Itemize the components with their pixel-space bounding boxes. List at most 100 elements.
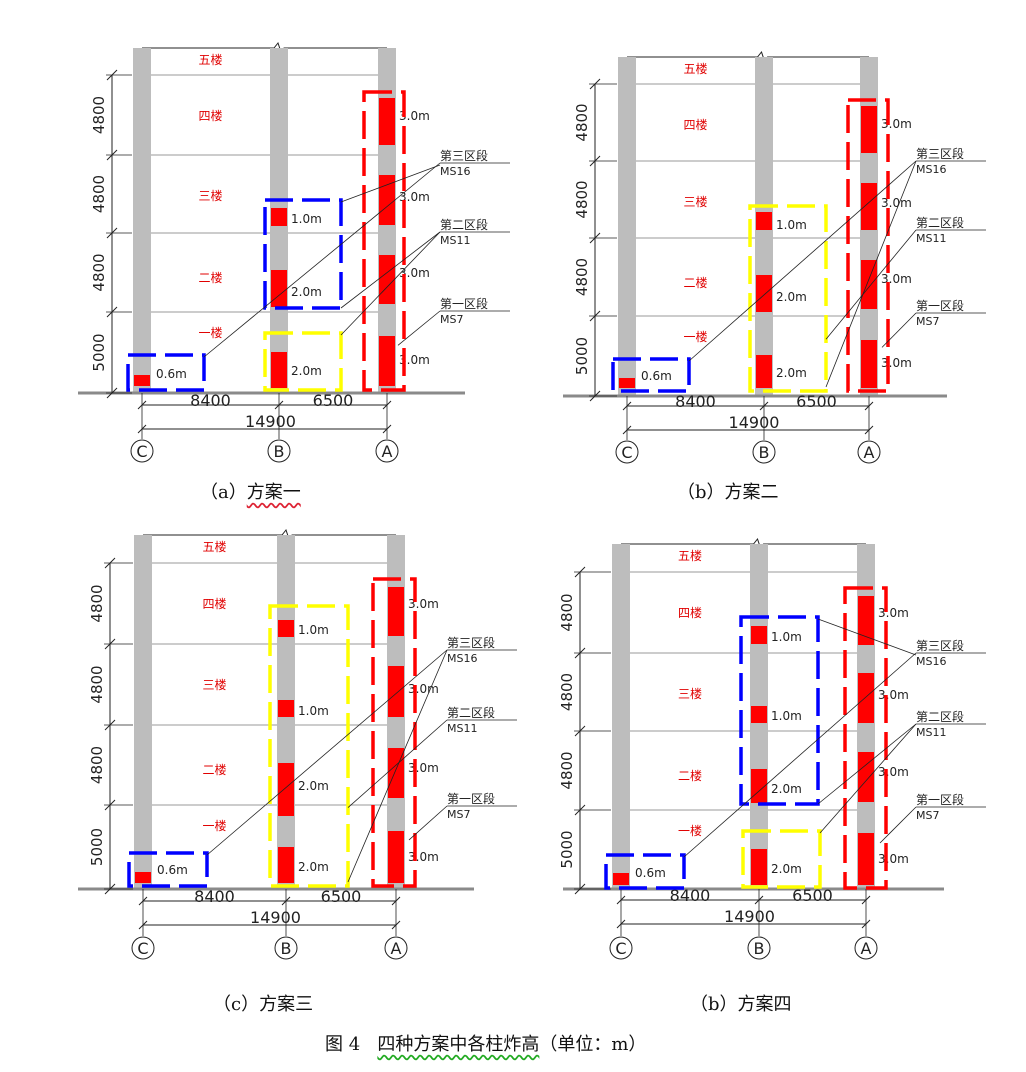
story-height-label: 5000 [573,337,591,375]
span-label-c-b: 8400 [675,392,716,411]
charge-height-label: 0.6m [157,863,188,877]
axis-bubble-B [274,936,298,960]
floor-label: 三楼 [683,194,707,209]
charge-column-A [861,340,877,388]
span-label-total: 14900 [250,908,301,927]
floor-label: 四楼 [202,596,226,611]
dimension-tick [281,896,291,906]
dimension-tick [391,920,401,930]
charge-height-label: 2.0m [771,782,802,796]
section-name-label: 第二区段 [447,705,495,720]
section-leader-line [879,806,917,844]
dimension-tick [137,424,147,434]
axis-bubble-C [130,439,154,463]
panel-caption-a: （a）方案一 [200,478,301,504]
section-box-second [126,353,206,392]
charge-height-label: 1.0m [771,709,802,723]
column-C [134,535,152,889]
axis-label-C: C [621,443,632,462]
section-name-label: 第二区段 [440,217,488,232]
section-name-label: 第一区段 [916,298,964,313]
charge-column-A [379,98,395,145]
section-box-second [739,615,820,806]
story-height-label: 4800 [88,584,106,622]
story-height-label: 4800 [90,175,108,213]
axis-label-B: B [754,939,765,958]
story-height-label: 4800 [573,258,591,296]
story-height-label: 4800 [573,103,591,141]
section-code-label: MS11 [916,726,946,739]
figure-title-unit: （单位：m） [539,1034,647,1055]
caption-prefix: （b） [677,482,725,503]
dimension-tick [391,896,401,906]
section-name-label: 第三区段 [440,148,488,163]
column-C [133,48,151,393]
dimension-tick [759,401,769,411]
dimension-tick [622,401,632,411]
dimension-tick [864,425,874,435]
section-leader-line [819,723,917,834]
story-height-label: 4800 [558,751,576,789]
floor-label: 五楼 [202,539,226,554]
floor-label: 三楼 [198,188,222,203]
span-label-total: 14900 [245,412,296,431]
charge-column-A [379,255,395,304]
charge-height-label: 3.0m [881,196,912,210]
axis-bubble-B [267,439,291,463]
section-box-first [263,331,343,392]
charge-column-B [271,352,287,388]
charge-height-label: 2.0m [776,366,807,380]
charge-height-label: 3.0m [881,356,912,370]
charge-column-A [388,666,404,717]
section-name-label: 第三区段 [447,635,495,650]
charge-column-B [271,270,287,307]
section-leader-line [683,652,917,858]
axis-bubble-A [375,439,399,463]
charge-column-A [379,175,395,225]
charge-column-C [134,375,150,386]
axis-bubble-C [609,936,633,960]
span-label-c-b: 8400 [190,391,231,410]
axis-bubble-C [615,440,639,464]
charge-height-label: 3.0m [399,109,430,123]
top-wall-line [627,50,869,63]
axis-bubble-A [854,936,878,960]
section-name-label: 第一区段 [447,791,495,806]
section-box-third [362,90,406,392]
section-leader-line [825,160,917,388]
charge-column-A [858,596,874,645]
floor-label: 四楼 [198,108,222,123]
floor-label: 一楼 [202,818,226,833]
charge-height-label: 3.0m [878,688,909,702]
section-leader-line [817,723,917,805]
charge-height-label: 2.0m [291,285,322,299]
section-name-label: 第三区段 [916,146,964,161]
section-leader-line [203,162,441,358]
span-label-c-b: 8400 [670,886,711,905]
caption-name: 方案三 [259,994,314,1015]
section-box-second [611,357,691,393]
span-label-c-b: 8400 [194,887,235,906]
story-height-label: 4800 [88,665,106,703]
charge-height-label: 3.0m [878,606,909,620]
charge-column-B [756,275,772,312]
section-name-label: 第三区段 [916,638,964,653]
figure-title: 图 4 四种方案中各柱炸高（单位：m） [325,1030,646,1056]
floor-label: 五楼 [198,52,222,67]
section-box-third [846,98,890,393]
section-name-label: 第二区段 [916,709,964,724]
dimension-tick [274,400,284,410]
section-code-label: MS16 [447,652,477,665]
charge-column-C [613,873,629,885]
section-box-second [604,853,686,890]
section-code-label: MS11 [447,722,477,735]
charge-height-label: 1.0m [291,212,322,226]
charge-height-label: 1.0m [298,704,329,718]
figure-number: 图 4 [325,1034,361,1055]
axis-bubble-A [857,440,881,464]
charge-column-A [858,833,874,885]
charge-column-A [379,336,395,386]
axis-bubble-B [747,936,771,960]
dimension-tick [382,424,392,434]
